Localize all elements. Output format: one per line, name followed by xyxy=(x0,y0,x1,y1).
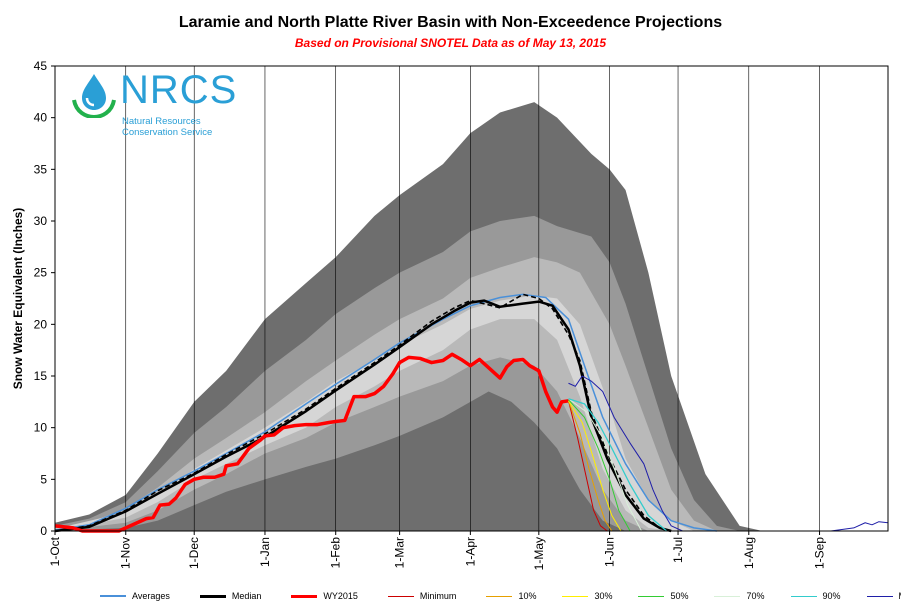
legend-item: 10% xyxy=(486,591,536,601)
y-tick-label: 40 xyxy=(34,111,48,125)
chart-legend: Averages Median WY2015 Minimum 10% 30% 50% 70% 9… xyxy=(100,588,901,604)
legend-label: 50% xyxy=(670,591,689,601)
x-tick-label: 1-Sep xyxy=(813,537,827,569)
y-tick-label: 5 xyxy=(40,472,47,486)
y-tick-label: 30 xyxy=(34,214,48,228)
x-tick-label: 1-Jun xyxy=(603,537,617,567)
series-10- xyxy=(568,400,613,532)
series-wy2015 xyxy=(54,352,569,533)
legend-item: WY2015 xyxy=(291,591,358,601)
legend-item: 30% xyxy=(562,591,612,601)
x-tick-label: 1-Mar xyxy=(393,537,407,568)
y-tick-label: 20 xyxy=(34,317,48,331)
x-tick-label: 1-Apr xyxy=(463,537,477,566)
legend-label: 90% xyxy=(822,591,841,601)
legend-swatch xyxy=(790,595,817,597)
water-drop-icon xyxy=(72,74,116,118)
legend-item: 50% xyxy=(638,591,688,601)
x-tick-label: 1-Feb xyxy=(329,537,343,569)
chart-svg: 0 5 10 15 20 25 30 35 40 45 1-Oct 1-Nov 1-Dec 1-Jan 1-… xyxy=(11,59,889,570)
legend-item: Median xyxy=(199,591,262,601)
legend-label: 10% xyxy=(518,591,537,601)
logo-line-1: Natural Resources xyxy=(122,116,201,127)
x-tick-label: 1-Dec xyxy=(187,537,201,569)
series-median xyxy=(54,299,672,533)
x-tick-label: 1-Jul xyxy=(671,537,685,563)
y-tick-label: 25 xyxy=(34,266,48,280)
logo-line-2: Conservation Service xyxy=(122,127,213,138)
y-tick-label: 0 xyxy=(40,524,47,538)
legend-swatch xyxy=(199,594,226,598)
legend-item: 90% xyxy=(790,591,841,601)
chart-title: Laramie and North Platte River Basin wit… xyxy=(178,14,723,31)
y-tick-label: 45 xyxy=(34,59,48,73)
y-tick-label: 10 xyxy=(34,421,48,435)
legend-swatch xyxy=(486,595,513,597)
y-tick-label: 35 xyxy=(34,162,48,176)
x-tick-label: 1-Jan xyxy=(258,537,272,567)
legend-item: Maximum xyxy=(866,591,901,601)
x-tick-label: 1-Nov xyxy=(119,537,133,569)
legend-label: 30% xyxy=(594,591,613,601)
legend-swatch xyxy=(291,594,318,598)
series-90- xyxy=(568,398,668,532)
series-50- xyxy=(568,399,631,532)
y-tick-label: 15 xyxy=(34,369,48,383)
legend-swatch xyxy=(562,595,589,597)
legend-label: Minimum xyxy=(419,591,457,601)
series-30- xyxy=(568,400,622,532)
x-tick-label: 1-Aug xyxy=(742,537,756,569)
legend-swatch xyxy=(714,595,741,597)
logo-wordmark: NRCS xyxy=(120,68,238,112)
x-tick-label: 1-Oct xyxy=(48,536,62,566)
x-tick-label: 1-May xyxy=(532,537,546,570)
legend-label: WY2015 xyxy=(323,591,358,601)
legend-item: Minimum xyxy=(387,591,457,601)
legend-label: 70% xyxy=(746,591,765,601)
series-minimum xyxy=(568,400,608,532)
legend-swatch xyxy=(638,595,665,597)
band-3 xyxy=(55,295,695,531)
series-averages xyxy=(54,293,717,532)
legend-swatch xyxy=(100,595,126,597)
legend-item: Averages xyxy=(100,591,170,601)
legend-item: 70% xyxy=(714,591,765,601)
plot-border xyxy=(54,65,889,532)
legend-label: Averages xyxy=(132,591,170,601)
series-maximum xyxy=(568,375,889,532)
legend-swatch xyxy=(866,595,893,597)
legend-label: Median xyxy=(231,591,262,601)
y-axis-label: Snow Water Equivalent (Inches) xyxy=(11,208,25,390)
series-median-dashed xyxy=(54,293,672,532)
series-70- xyxy=(568,398,642,532)
nrcs-logo: NRCS Natural Resources Conservation Serv… xyxy=(70,68,236,148)
legend-swatch xyxy=(387,595,414,597)
logo-subtext: Natural Resources Conservation Service xyxy=(122,116,212,138)
legend-label: Maximum xyxy=(899,591,901,601)
chart-subtitle: Based on Provisional SNOTEL Data as of M… xyxy=(294,36,607,50)
